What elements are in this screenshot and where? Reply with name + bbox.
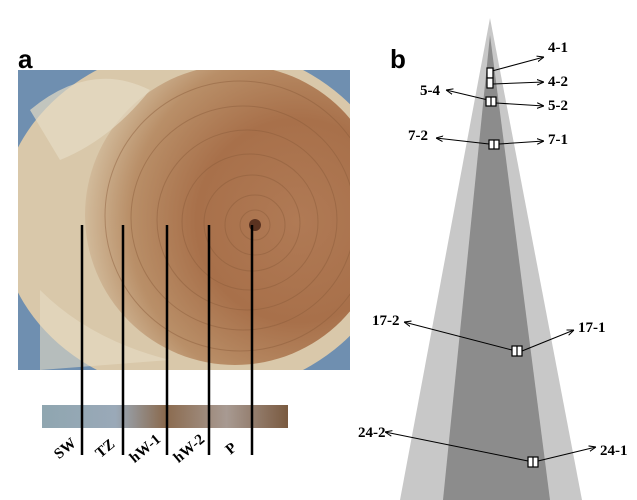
- panel-label: a: [18, 44, 33, 74]
- core-label: SW: [51, 435, 79, 462]
- sample-label: 17-2: [372, 313, 400, 329]
- sample-label: 4-1: [548, 40, 568, 56]
- core-label: P: [223, 440, 240, 458]
- core-label: TZ: [93, 436, 119, 461]
- core-label: hW-1: [127, 431, 164, 466]
- arrow: [492, 57, 544, 71]
- core-label: hW-2: [171, 431, 208, 466]
- sample-label: 7-2: [408, 128, 428, 144]
- sample-label: 17-1: [578, 320, 606, 336]
- wood-disc-photo: [0, 45, 400, 395]
- panel-label: b: [390, 44, 406, 74]
- figure: a b SWTZhW-1hW-2P4-14-25-45-27-27-117-21: [0, 0, 637, 500]
- sample-label: 24-2: [358, 425, 386, 441]
- sample-label: 5-2: [548, 98, 568, 114]
- sample-label: 4-2: [548, 74, 568, 90]
- sample-label: 24-1: [600, 443, 628, 459]
- sample-label: 7-1: [548, 132, 568, 148]
- sample-label: 5-4: [420, 83, 440, 99]
